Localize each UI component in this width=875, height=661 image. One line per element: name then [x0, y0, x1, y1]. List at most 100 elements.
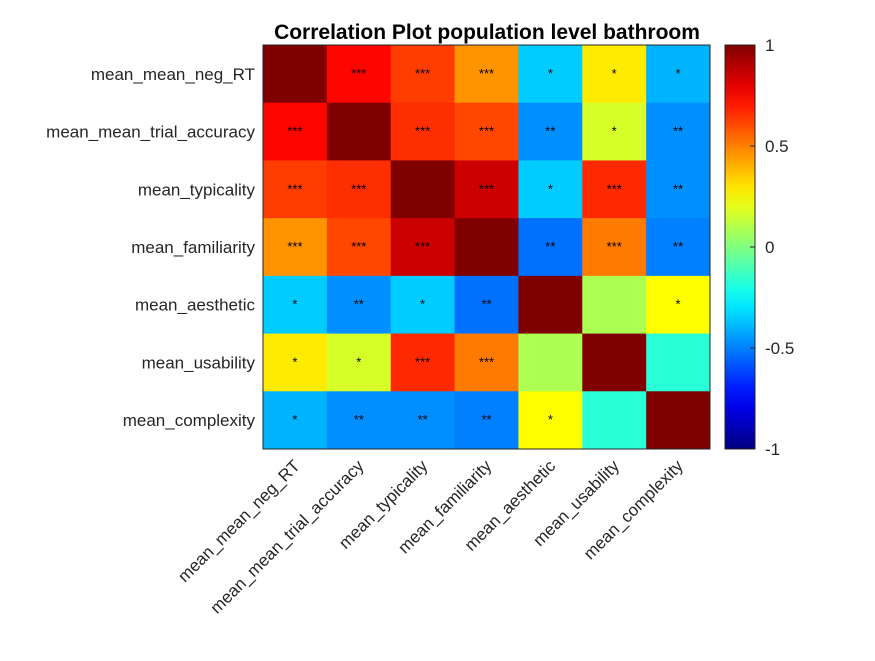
heatmap-cell — [646, 391, 711, 450]
heatmap-cells: *** *** *** * * **** *** *** ** * ***** *** *** * *** *… — [263, 45, 711, 450]
significance-label: ** — [673, 239, 683, 254]
x-axis-tick-labels: mean_mean_neg_RTmean_mean_trial_accuracy… — [174, 456, 687, 617]
y-tick-label: mean_complexity — [123, 411, 256, 430]
significance-label: *** — [479, 124, 494, 139]
heatmap-cell — [326, 218, 392, 277]
heatmap-cell — [646, 218, 711, 277]
significance-label: *** — [351, 181, 366, 196]
significance-label: * — [612, 66, 617, 81]
heatmap-cell — [326, 160, 392, 219]
heatmap-cell — [582, 333, 647, 392]
significance-label: ** — [673, 124, 683, 139]
significance-label: *** — [415, 239, 430, 254]
significance-label: *** — [287, 239, 302, 254]
significance-label: *** — [415, 124, 430, 139]
heatmap-cell — [390, 218, 456, 277]
heatmap-cell — [518, 160, 583, 219]
heatmap-cell — [326, 45, 392, 104]
colorbar-tick-label: -1 — [765, 440, 780, 459]
heatmap-cell — [390, 275, 456, 335]
heatmap-cell — [390, 333, 456, 392]
significance-label: *** — [415, 66, 430, 81]
heatmap-cell — [454, 160, 519, 219]
heatmap-cell — [518, 102, 583, 161]
y-tick-label: mean_aesthetic — [135, 296, 256, 315]
heatmap-cell — [518, 333, 583, 392]
heatmap-cell — [518, 391, 583, 450]
significance-label: ** — [481, 412, 491, 427]
heatmap-cell — [263, 160, 328, 219]
significance-label: * — [612, 124, 617, 139]
significance-label: *** — [607, 239, 622, 254]
heatmap-cell — [454, 275, 519, 335]
heatmap-cell — [582, 45, 647, 104]
heatmap-cell — [454, 333, 519, 392]
heatmap-cell — [390, 102, 456, 161]
significance-label: *** — [287, 124, 302, 139]
colorbar-tick-label: -0.5 — [765, 339, 794, 358]
significance-label: ** — [354, 297, 364, 312]
significance-label: *** — [351, 239, 366, 254]
y-tick-label: mean_mean_neg_RT — [91, 65, 255, 84]
heatmap-cell — [646, 102, 711, 161]
y-tick-label: mean_mean_trial_accuracy — [46, 123, 255, 142]
significance-label: *** — [351, 66, 366, 81]
plot-frame — [262, 44, 711, 450]
heatmap-cell — [454, 45, 519, 104]
heatmap-cell — [582, 391, 647, 450]
significance-label: * — [292, 412, 297, 427]
heatmap-cell — [263, 218, 328, 277]
significance-label: * — [356, 354, 361, 369]
heatmap-cell — [454, 391, 519, 450]
significance-label: ** — [481, 297, 491, 312]
colorbar-tick-label: 0.5 — [765, 137, 789, 156]
chart-title: Correlation Plot population level bathro… — [274, 21, 700, 44]
y-tick-label: mean_familiarity — [131, 238, 255, 257]
significance-label: * — [676, 66, 681, 81]
y-tick-label: mean_usability — [142, 353, 256, 372]
heatmap-cell — [646, 160, 711, 219]
heatmap-cell — [390, 160, 456, 219]
significance-label: * — [548, 412, 553, 427]
heatmap-cell — [326, 333, 392, 392]
significance-label: * — [548, 181, 553, 196]
heatmap-cell — [518, 45, 583, 104]
significance-label: * — [292, 297, 297, 312]
heatmap-cell — [582, 102, 647, 161]
heatmap-cell — [263, 45, 328, 104]
heatmap-cell — [263, 333, 328, 392]
significance-label: * — [292, 354, 297, 369]
y-tick-label: mean_typicality — [138, 180, 256, 199]
colorbar-tick-label: 1 — [765, 36, 774, 55]
significance-label: *** — [479, 354, 494, 369]
significance-label: *** — [479, 66, 494, 81]
x-tick-label: mean_mean_neg_RT — [174, 456, 303, 585]
y-axis-tick-labels: mean_mean_neg_RT mean_mean_trial_accuracy… — [46, 65, 255, 430]
significance-label: *** — [287, 181, 302, 196]
heatmap-cell — [263, 102, 328, 161]
heatmap-cell — [326, 102, 392, 161]
significance-label: ** — [545, 124, 555, 139]
heatmap-cell — [518, 218, 583, 277]
heatmap-cell — [518, 275, 583, 335]
heatmap-cell — [390, 45, 456, 104]
heatmap-cell — [646, 45, 711, 104]
significance-label: ** — [354, 412, 364, 427]
significance-label: *** — [479, 181, 494, 196]
heatmap-cell — [582, 275, 647, 335]
significance-label: *** — [415, 354, 430, 369]
heatmap-cell — [582, 218, 647, 277]
heatmap-cell — [263, 275, 328, 335]
colorbar-ticks: 1 0.5 0 -0.5 -1 — [750, 36, 794, 459]
heatmap-cell — [326, 275, 392, 335]
heatmap-cell — [390, 391, 456, 450]
significance-label: * — [420, 297, 425, 312]
significance-label: *** — [607, 181, 622, 196]
significance-label: * — [676, 297, 681, 312]
heatmap-cell — [263, 391, 328, 450]
significance-label: * — [548, 66, 553, 81]
significance-label: ** — [418, 412, 428, 427]
significance-label: ** — [545, 239, 555, 254]
colorbar-tick-label: 0 — [765, 238, 774, 257]
